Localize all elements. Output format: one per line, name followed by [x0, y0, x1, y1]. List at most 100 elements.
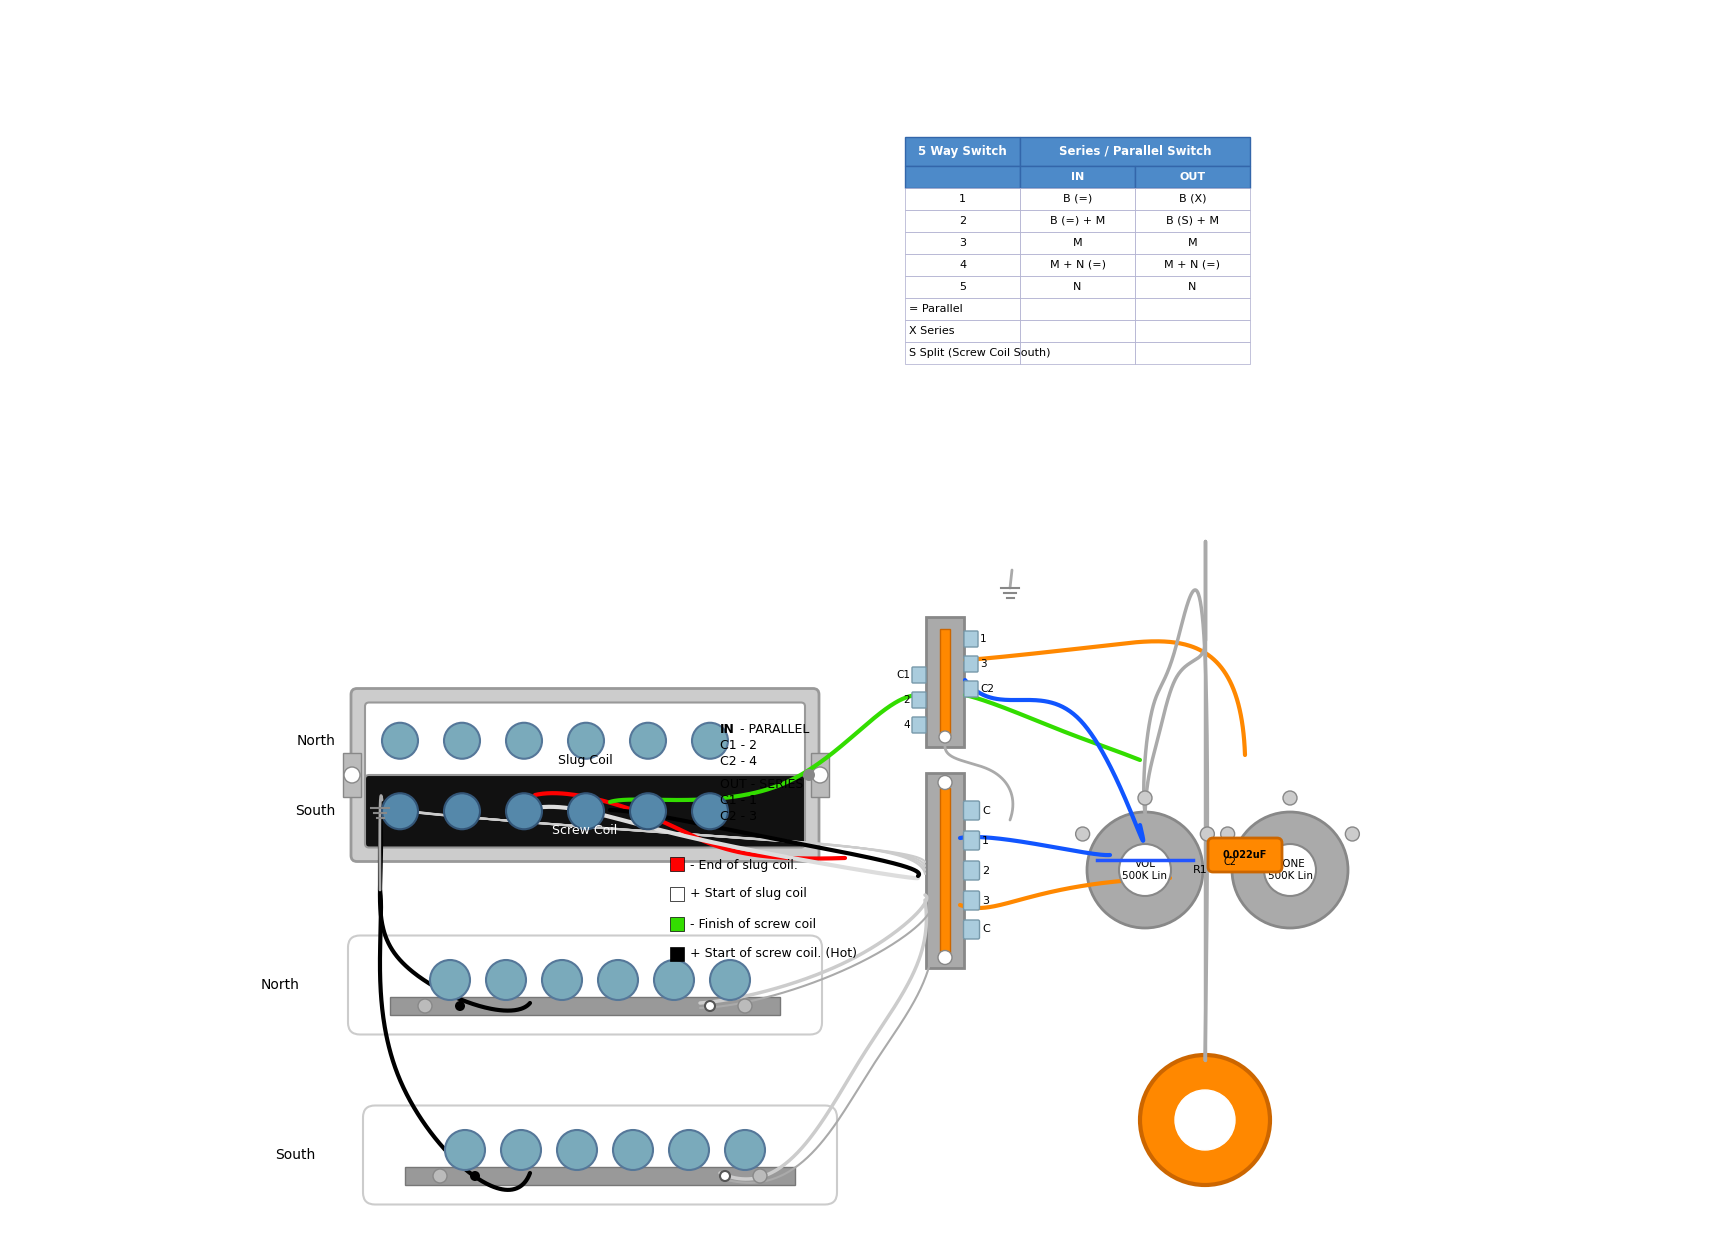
Circle shape — [692, 793, 728, 829]
Text: C2 - 3: C2 - 3 — [721, 810, 757, 823]
Circle shape — [382, 793, 418, 829]
Text: B (=) + M: B (=) + M — [1049, 216, 1106, 225]
FancyBboxPatch shape — [365, 703, 805, 779]
Circle shape — [543, 960, 582, 1000]
Circle shape — [471, 1171, 479, 1181]
Circle shape — [692, 722, 728, 758]
Circle shape — [738, 999, 752, 1014]
Bar — [1135, 187, 1250, 209]
Text: + Start of screw coil. (Hot): + Start of screw coil. (Hot) — [690, 948, 858, 960]
Text: M: M — [1188, 238, 1197, 248]
Text: TONE
500K Lin: TONE 500K Lin — [1267, 859, 1313, 881]
Circle shape — [630, 793, 666, 829]
Text: C1: C1 — [895, 670, 911, 680]
FancyBboxPatch shape — [964, 921, 979, 939]
Text: 2: 2 — [959, 216, 966, 225]
Bar — [1135, 342, 1250, 363]
Bar — [1135, 254, 1250, 275]
Bar — [1135, 209, 1250, 232]
Circle shape — [443, 722, 479, 758]
Text: VOL
500K Lin: VOL 500K Lin — [1123, 859, 1168, 881]
Circle shape — [724, 1130, 765, 1170]
Circle shape — [654, 960, 693, 1000]
FancyBboxPatch shape — [964, 631, 978, 647]
Text: R1: R1 — [1193, 865, 1207, 875]
Bar — [906, 232, 1020, 254]
Circle shape — [1087, 812, 1204, 928]
Text: North: North — [262, 978, 300, 992]
Bar — [1020, 342, 1135, 363]
Circle shape — [1120, 844, 1171, 896]
Circle shape — [1075, 826, 1089, 841]
Text: + Start of slug coil: + Start of slug coil — [690, 887, 806, 901]
Bar — [940, 788, 950, 953]
Text: Series / Parallel Switch: Series / Parallel Switch — [1058, 145, 1212, 157]
Text: 5: 5 — [959, 281, 966, 291]
Circle shape — [418, 999, 431, 1014]
FancyBboxPatch shape — [351, 689, 818, 861]
Text: M + N (=): M + N (=) — [1164, 260, 1221, 270]
Bar — [906, 187, 1020, 209]
Text: North: North — [296, 733, 336, 748]
Circle shape — [938, 950, 952, 964]
Circle shape — [382, 722, 418, 758]
Circle shape — [344, 767, 360, 783]
Circle shape — [1346, 826, 1359, 841]
Bar — [906, 209, 1020, 232]
FancyBboxPatch shape — [964, 800, 979, 820]
Text: OUT - SERIES: OUT - SERIES — [721, 778, 803, 790]
Circle shape — [710, 960, 750, 1000]
Circle shape — [507, 793, 543, 829]
Text: - PARALLEL: - PARALLEL — [736, 724, 810, 736]
Text: 3: 3 — [983, 896, 990, 906]
Circle shape — [455, 1001, 466, 1011]
Bar — [940, 629, 950, 735]
Text: N: N — [1073, 281, 1082, 291]
Circle shape — [811, 767, 829, 783]
FancyBboxPatch shape — [964, 891, 979, 909]
Circle shape — [1282, 790, 1298, 805]
Circle shape — [430, 960, 471, 1000]
FancyBboxPatch shape — [912, 717, 926, 733]
Bar — [1020, 209, 1135, 232]
Text: IN: IN — [721, 724, 734, 736]
Circle shape — [502, 1130, 541, 1170]
Text: - End of slug coil.: - End of slug coil. — [690, 859, 798, 871]
Circle shape — [1174, 1090, 1234, 1150]
Bar — [669, 917, 685, 930]
FancyBboxPatch shape — [964, 831, 979, 850]
Text: B (X): B (X) — [1180, 193, 1207, 203]
Bar — [1020, 275, 1135, 297]
Circle shape — [443, 793, 479, 829]
Text: 1: 1 — [959, 193, 966, 203]
Circle shape — [803, 769, 815, 781]
Bar — [406, 1167, 794, 1184]
Text: 5 Way Switch: 5 Way Switch — [918, 145, 1007, 157]
Bar — [669, 887, 685, 901]
Circle shape — [556, 1130, 597, 1170]
Bar — [1020, 232, 1135, 254]
Text: 3: 3 — [979, 659, 986, 669]
Circle shape — [568, 722, 604, 758]
Bar — [1020, 320, 1135, 342]
Bar — [926, 772, 964, 968]
Text: 4: 4 — [904, 720, 911, 730]
Text: N: N — [1188, 281, 1197, 291]
Text: 2: 2 — [983, 866, 990, 876]
Circle shape — [507, 722, 543, 758]
Circle shape — [705, 1001, 716, 1011]
Circle shape — [568, 793, 604, 829]
Circle shape — [613, 1130, 652, 1170]
Text: C1 - 2: C1 - 2 — [721, 738, 757, 752]
FancyBboxPatch shape — [1209, 838, 1282, 872]
Text: = Parallel: = Parallel — [909, 304, 962, 313]
Text: S Split (Screw Coil South): S Split (Screw Coil South) — [909, 348, 1051, 358]
Circle shape — [669, 1130, 709, 1170]
Text: 2: 2 — [904, 695, 911, 705]
Text: 0.022uF: 0.022uF — [1222, 850, 1267, 860]
FancyBboxPatch shape — [348, 935, 822, 1035]
Bar — [906, 166, 1020, 187]
FancyBboxPatch shape — [964, 861, 979, 880]
Bar — [1135, 297, 1250, 320]
Bar — [1020, 138, 1250, 166]
